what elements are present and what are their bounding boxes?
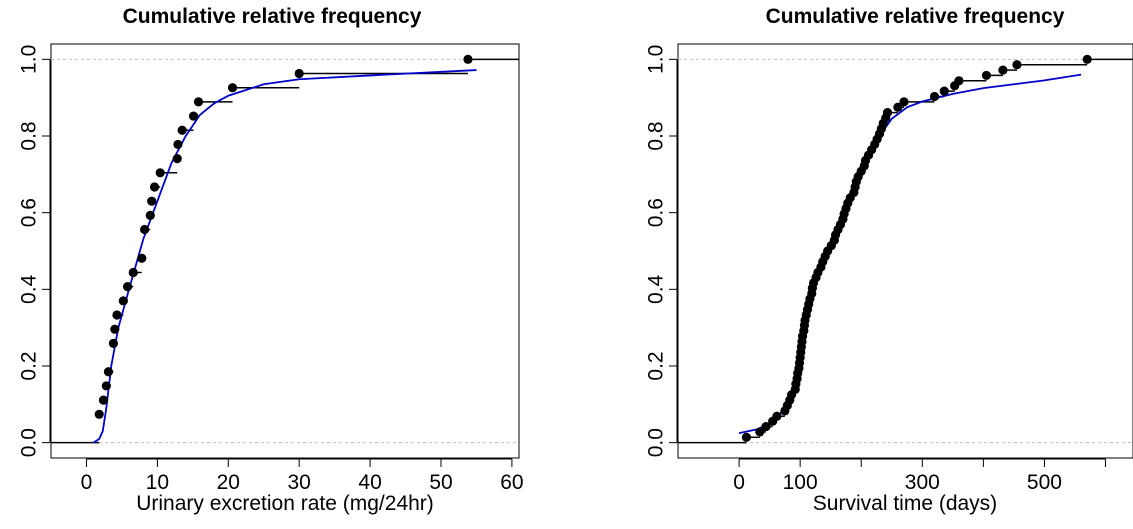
right-ecdf-point	[882, 108, 893, 118]
left-x-tick-label: 50	[429, 471, 452, 494]
left-ecdf-point	[103, 367, 114, 377]
right-ecdf-point	[893, 102, 903, 112]
right-fit-line	[738, 73, 1082, 434]
right-x-tick-label: 100	[783, 471, 818, 494]
left-ecdf-point	[177, 125, 187, 135]
left-y-tick-label: 0.2	[17, 351, 40, 380]
right-y-tick-label: 0.2	[644, 351, 667, 380]
right-x-axis: 0 100 300 500	[733, 458, 1107, 494]
left-ecdf-point	[145, 210, 155, 220]
left-fit-curve	[93, 69, 477, 444]
left-ecdf-point	[188, 111, 199, 121]
left-ecdf-point	[94, 409, 104, 419]
left-y-tick-label: 0.0	[17, 428, 40, 457]
right-ecdf-point	[741, 432, 752, 442]
left-x-tick-label: 0	[81, 471, 93, 494]
left-plot-frame	[50, 43, 520, 459]
left-ecdf-point	[110, 324, 120, 334]
right-ecdf-point	[981, 70, 992, 81]
right-ecdf-point	[761, 421, 771, 432]
left-x-axis-label: Urinary excretion rate (mg/24hr)	[136, 492, 434, 515]
left-x-axis: 0 10 20 30 40 50 60	[81, 458, 524, 494]
left-ecdf-point	[128, 267, 138, 278]
left-ecdf-point	[227, 83, 238, 93]
right-ecdf-point	[772, 411, 782, 421]
right-ecdf-point	[929, 91, 940, 102]
right-ecdf-steps	[678, 58, 1133, 444]
left-ecdf-point	[118, 296, 128, 306]
left-ecdf-point	[294, 68, 304, 79]
left-ecdf-point	[155, 168, 165, 178]
left-ecdf-point	[108, 338, 118, 348]
left-y-tick-label: 0.4	[17, 274, 40, 304]
left-chart-panel: Cumulative relative frequency 0 10 20 30 40 5…	[17, 5, 523, 515]
left-y-tick-label: 0.6	[17, 198, 40, 227]
left-chart-title: Cumulative relative frequency	[123, 5, 422, 28]
left-ecdf-point	[147, 196, 157, 206]
left-ecdf-point	[173, 139, 183, 150]
right-chart-title: Cumulative relative frequency	[766, 5, 1065, 28]
right-y-tick-label: 0.6	[644, 198, 667, 227]
left-x-tick-label: 40	[358, 471, 381, 494]
left-ecdf-point	[149, 182, 160, 192]
left-x-tick-label: 20	[217, 471, 240, 494]
right-x-axis-label: Survival time (days)	[813, 492, 997, 515]
right-reference-lines	[678, 58, 1133, 444]
left-y-axis: 0.0 0.2 0.4 0.6 0.8 1.0	[17, 45, 51, 457]
left-reference-lines	[51, 58, 519, 444]
right-chart-panel: Cumulative relative frequency 0 100 300 500…	[644, 5, 1133, 515]
right-y-tick-label: 0.4	[644, 274, 667, 304]
right-ecdf-point	[899, 97, 909, 107]
right-x-tick-label: 300	[905, 471, 940, 494]
left-ecdf-points	[94, 54, 473, 419]
right-ecdf-point	[954, 76, 964, 86]
right-ecdf-point	[998, 65, 1008, 75]
left-x-tick-label: 60	[500, 471, 523, 494]
left-ecdf-point	[101, 381, 111, 391]
left-fit-line	[93, 69, 477, 444]
right-ecdf-point	[755, 427, 765, 437]
left-x-tick-label: 10	[146, 471, 169, 494]
left-ecdf-point	[112, 310, 122, 320]
left-ecdf-point	[140, 224, 150, 235]
right-ecdf-point	[1012, 60, 1022, 70]
right-plot-frame	[677, 43, 1133, 459]
left-ecdf-point	[193, 97, 204, 107]
right-y-tick-label: 0.0	[644, 428, 667, 457]
left-ecdf-point	[98, 395, 109, 405]
left-x-tick-label: 30	[288, 471, 311, 494]
left-ecdf-point	[172, 154, 182, 164]
right-ecdf-point	[939, 86, 949, 96]
left-ecdf-point	[122, 282, 133, 292]
right-y-axis: 0.0 0.2 0.4 0.6 0.8 1.0	[644, 45, 678, 457]
left-y-tick-label: 1.0	[17, 45, 40, 74]
left-y-tick-label: 0.8	[17, 121, 40, 150]
right-y-tick-label: 0.8	[644, 121, 667, 150]
right-ecdf-point	[1082, 54, 1092, 64]
left-ecdf-point	[463, 54, 473, 64]
left-ecdf-steps	[51, 58, 519, 444]
right-fit-curve	[738, 73, 1082, 434]
right-ecdf-points	[741, 54, 1092, 442]
right-x-tick-label: 500	[1027, 471, 1062, 494]
right-x-tick-label: 0	[733, 471, 745, 494]
left-ecdf-point	[137, 253, 147, 263]
right-y-tick-label: 1.0	[644, 45, 667, 74]
